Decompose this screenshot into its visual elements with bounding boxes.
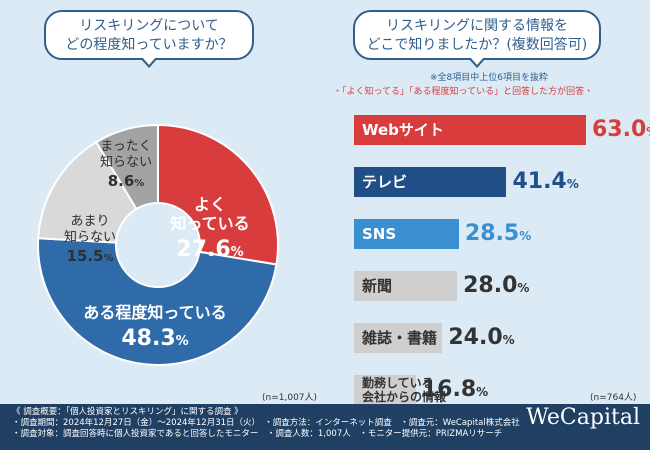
- left-question-line1: リスキリングについて: [79, 18, 219, 34]
- left-question-line2: どの程度知っていますか？: [65, 37, 233, 53]
- bar-value-1: 41.4%: [512, 167, 578, 199]
- bar-value-number-0: 63.0: [592, 117, 647, 142]
- pie-unit-0: %: [231, 245, 244, 260]
- bar-label-0: Webサイト: [354, 115, 444, 145]
- bar-4: [354, 323, 443, 353]
- right-note-respondents: ・「よく知ってる」「ある程度知っている」と回答した方が回答・: [333, 87, 594, 97]
- bar-label-0-line-0: Webサイト: [362, 121, 444, 139]
- pie-slice-3: [94, 123, 159, 211]
- bar-value-number-4: 24.0: [448, 325, 503, 350]
- bar-label-3: 新聞: [354, 271, 392, 301]
- bar-label-5: 勤務している 会社からの情報: [354, 375, 446, 404]
- bar-label-5-line-0: 勤務している: [362, 376, 434, 390]
- pie-label-0-line-0: よく: [194, 195, 226, 214]
- bar-2: [354, 219, 459, 249]
- bar-5: [354, 375, 416, 405]
- bar-value-unit-1: %: [566, 177, 579, 191]
- bar-0: [354, 115, 586, 145]
- pie-label-3-line-0: まったく: [100, 139, 151, 154]
- bar-value-number-5: 16.8: [421, 377, 477, 402]
- bar-value-unit-4: %: [502, 333, 515, 347]
- bar-label-2: SNS: [354, 219, 396, 249]
- pie-unit-1: %: [176, 334, 189, 349]
- bar-value-2: 28.5%: [465, 219, 531, 251]
- left-question-bubble: リスキリングについて どの程度知っていますか？: [44, 10, 254, 68]
- bar-1: [354, 167, 507, 197]
- pie-label-2-line-1: 知らない: [64, 229, 116, 245]
- pie-chart: よく知っている27.6%ある程度知っている48.3%あまり知らない15.5%まっ…: [37, 123, 279, 366]
- pie-label-1-line-0: ある程度知っている: [83, 303, 226, 322]
- bar-value-0: 63.0%: [592, 115, 650, 147]
- footer: 《 調査概要：「個人投資家とリスキリング」に関する調査 》 ・調査期間：2024…: [0, 404, 650, 450]
- bar-3: [354, 271, 458, 301]
- wecapital-logo: WeCapital: [526, 405, 640, 430]
- bar-value-4: 24.0%: [448, 323, 514, 355]
- pie-unit-3: %: [134, 178, 144, 189]
- right-question-bubble: リスキリングに関する情報を どこで知りましたか？(複数回答可): [353, 10, 601, 68]
- bar-label-4: 雑誌・書籍: [354, 323, 437, 353]
- pie-unit-2: %: [103, 253, 113, 264]
- right-note-excerpt: ※全8項目中上位6項目を抜粋: [430, 73, 548, 83]
- bubble-tail-inner: [470, 57, 484, 65]
- right-sample-size: (n=764人): [590, 393, 637, 403]
- pie-label-3-line-1: 知らない: [100, 154, 152, 170]
- pie-label-2-line-0: あまり: [70, 214, 109, 229]
- pie-value-2: 15.5%: [66, 247, 113, 265]
- bar-value-unit-2: %: [519, 229, 532, 243]
- bar-label-1: テレビ: [354, 167, 407, 197]
- bar-value-3: 28.0%: [463, 271, 529, 303]
- footer-line-3: ・調査対象：調査回答時に個人投資家であると回答したモニター ・調査人数：1,00…: [12, 429, 503, 439]
- bar-label-1-line-0: テレビ: [362, 173, 408, 191]
- bar-value-number-1: 41.4: [512, 169, 567, 194]
- footer-line-1: 《 調査概要：「個人投資家とリスキリング」に関する調査 》: [12, 407, 243, 417]
- bar-label-4-line-0: 雑誌・書籍: [362, 329, 438, 347]
- bar-label-2-line-0: SNS: [362, 225, 397, 243]
- pie-slice-1: [37, 237, 278, 366]
- bar-label-3-line-0: 新聞: [362, 277, 393, 295]
- bar-value-unit-3: %: [517, 281, 530, 295]
- bubble-tail-inner: [142, 57, 156, 65]
- bar-value-5: 16.8%: [422, 375, 488, 407]
- pie-slice-2: [37, 140, 138, 244]
- footer-line-2: ・調査期間：2024年12月27日（金）～2024年12月31日（火） ・調査方…: [12, 418, 520, 428]
- bar-value-unit-0: %: [646, 125, 650, 139]
- pie-slice-0: [157, 123, 279, 266]
- bar-label-5-line-1: 会社からの情報: [362, 390, 447, 404]
- bar-value-unit-5: %: [476, 385, 489, 399]
- bar-value-number-2: 28.5: [464, 221, 520, 246]
- bar-value-number-3: 28.0: [463, 273, 518, 298]
- pie-label-0-line-1: 知っている: [170, 214, 249, 233]
- right-question-line2: どこで知りましたか？(複数回答可): [366, 37, 588, 53]
- right-question-line1: リスキリングに関する情報を: [386, 18, 568, 34]
- left-sample-size: (n=1,007人): [262, 393, 318, 403]
